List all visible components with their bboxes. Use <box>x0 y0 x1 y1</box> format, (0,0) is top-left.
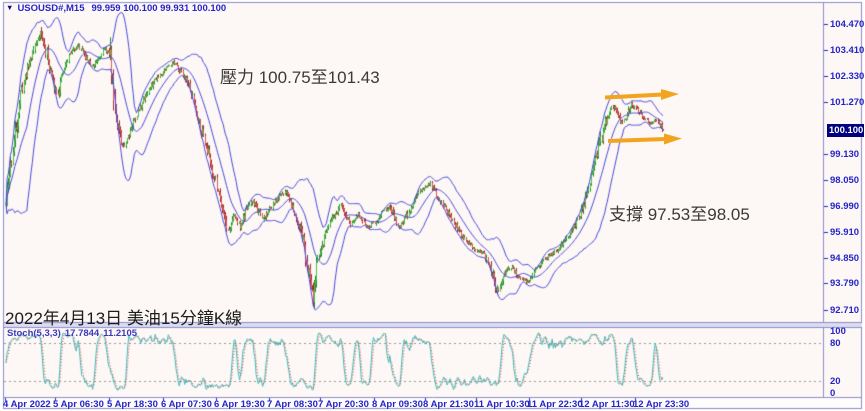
price-tick-label: 92.710 <box>830 305 860 316</box>
quote-ohlc-values: 99.959 100.100 99.931 100.100 <box>91 3 227 14</box>
time-tick-label: 7 Apr 08:30 <box>267 399 318 410</box>
time-tick-label: 8 Apr 21:30 <box>423 399 474 410</box>
support-arrow[interactable] <box>606 132 684 146</box>
current-price-box: 100.100 <box>827 124 864 137</box>
price-tick-label: 101.270 <box>830 97 865 108</box>
price-tick-label: 99.130 <box>830 149 860 160</box>
time-tick-label: 4 Apr 2022 <box>3 399 51 410</box>
stoch-main-value: 17.7844 <box>64 328 100 339</box>
time-tick-label: 5 Apr 06:30 <box>53 399 104 410</box>
stoch-signal-value: 11.2105 <box>103 328 138 339</box>
time-tick-label: 7 Apr 20:30 <box>318 399 369 410</box>
time-tick-label: 5 Apr 18:30 <box>107 399 158 410</box>
symbol-timeframe-label: USOUSD#,M15 <box>17 3 85 14</box>
support-annotation[interactable]: 支撐 97.53至98.05 <box>609 205 750 224</box>
price-tick-label: 93.790 <box>830 278 860 289</box>
stoch-level-label: 100 <box>830 326 846 337</box>
price-tick-label: 95.910 <box>830 227 860 238</box>
time-tick-label: 6 Apr 07:30 <box>161 399 212 410</box>
stoch-level-label: 20 <box>830 376 841 387</box>
price-tick-label: 94.850 <box>830 253 860 264</box>
time-tick-label: 12 Apr 11:30 <box>579 399 635 410</box>
time-tick-label: 12 Apr 23:30 <box>633 399 690 410</box>
date-caption: 2022年4月13日 美油15分鐘K線 <box>5 309 243 328</box>
price-tick-label: 98.050 <box>830 175 860 186</box>
price-tick-label: 96.990 <box>830 201 860 212</box>
dropdown-triangle-icon[interactable]: ▼ <box>6 3 14 12</box>
time-tick-label: 6 Apr 19:30 <box>214 399 265 410</box>
resistance-annotation[interactable]: 壓力 100.75至101.43 <box>220 68 380 87</box>
chart-title-bar: ▼ USOUSD#,M15 99.959 100.100 99.931 100.10… <box>6 3 226 14</box>
time-tick-label: 11 Apr 10:30 <box>474 399 530 410</box>
price-tick-label: 104.470 <box>830 19 865 30</box>
stoch-level-label: 0 <box>830 388 836 399</box>
price-tick-label: 103.410 <box>830 45 865 56</box>
time-tick-label: 8 Apr 09:30 <box>372 399 423 410</box>
price-tick-label: 102.330 <box>830 71 865 82</box>
stoch-level-label: 80 <box>830 338 841 349</box>
time-tick-label: 11 Apr 22:30 <box>527 399 583 410</box>
stoch-indicator-label: Stoch(5,3,3) 17.7844 11.2105 <box>7 328 141 339</box>
resistance-arrow[interactable] <box>603 88 681 102</box>
stoch-name: Stoch(5,3,3) <box>7 328 61 339</box>
